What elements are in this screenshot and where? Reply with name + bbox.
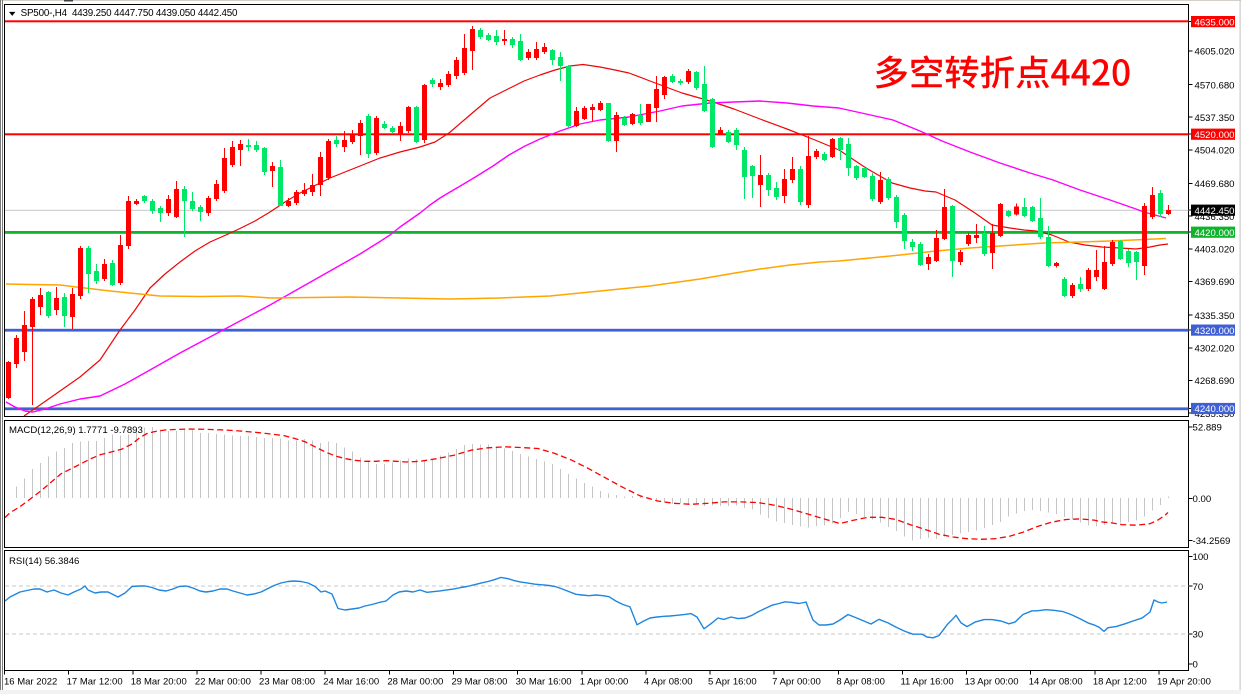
- svg-text:4469.680: 4469.680: [1195, 179, 1235, 190]
- svg-text:4320.000: 4320.000: [1195, 326, 1235, 337]
- svg-text:4605.020: 4605.020: [1195, 47, 1235, 58]
- svg-text:0.00: 0.00: [1193, 494, 1212, 505]
- svg-text:24 Mar 16:00: 24 Mar 16:00: [323, 677, 379, 688]
- svg-text:4302.020: 4302.020: [1195, 343, 1235, 354]
- svg-text:30 Mar 16:00: 30 Mar 16:00: [516, 677, 572, 688]
- svg-text:4504.020: 4504.020: [1195, 146, 1235, 157]
- svg-text:28 Mar 00:00: 28 Mar 00:00: [387, 677, 443, 688]
- svg-text:4520.000: 4520.000: [1195, 130, 1235, 141]
- svg-text:1 Apr 00:00: 1 Apr 00:00: [580, 677, 629, 688]
- svg-text:4 Apr 08:00: 4 Apr 08:00: [644, 677, 693, 688]
- svg-text:4268.690: 4268.690: [1195, 376, 1235, 387]
- svg-text:7 Apr 00:00: 7 Apr 00:00: [772, 677, 821, 688]
- svg-text:22 Mar 00:00: 22 Mar 00:00: [195, 677, 251, 688]
- svg-text:4537.350: 4537.350: [1195, 113, 1235, 124]
- svg-text:23 Mar 08:00: 23 Mar 08:00: [259, 677, 315, 688]
- svg-text:RSI(14) 56.3846: RSI(14) 56.3846: [9, 556, 79, 567]
- svg-text:29 Mar 08:00: 29 Mar 08:00: [451, 677, 507, 688]
- svg-text:4403.020: 4403.020: [1195, 245, 1235, 256]
- svg-text:30: 30: [1193, 630, 1204, 641]
- svg-text:70: 70: [1193, 582, 1204, 593]
- svg-text:4436.350: 4436.350: [1195, 212, 1235, 223]
- svg-text:SP500-,H4 4439.250 4447.750 4: SP500-,H4 4439.250 4447.750 4439.050 444…: [21, 8, 238, 19]
- svg-text:17 Mar 12:00: 17 Mar 12:00: [67, 677, 123, 688]
- svg-text:18 Mar 20:00: 18 Mar 20:00: [131, 677, 187, 688]
- svg-text:4369.690: 4369.690: [1195, 277, 1235, 288]
- svg-text:4335.350: 4335.350: [1195, 311, 1235, 322]
- svg-text:0: 0: [1193, 660, 1198, 671]
- svg-text:13 Apr 00:00: 13 Apr 00:00: [965, 677, 1019, 688]
- svg-text:16 Mar 2022: 16 Mar 2022: [4, 677, 57, 688]
- svg-text:4420.000: 4420.000: [1195, 228, 1235, 239]
- svg-text:52.889: 52.889: [1193, 423, 1222, 434]
- svg-text:4240.000: 4240.000: [1195, 404, 1235, 415]
- svg-text:4235.350: 4235.350: [1195, 409, 1235, 420]
- svg-text:18 Apr 12:00: 18 Apr 12:00: [1093, 677, 1147, 688]
- svg-text:11 Apr 16:00: 11 Apr 16:00: [900, 677, 953, 688]
- svg-text:5 Apr 16:00: 5 Apr 16:00: [708, 677, 757, 688]
- svg-text:4570.680: 4570.680: [1195, 80, 1235, 91]
- svg-text:19 Apr 20:00: 19 Apr 20:00: [1157, 677, 1211, 688]
- svg-text:8 Apr 08:00: 8 Apr 08:00: [836, 677, 885, 688]
- svg-text:MACD(12,26,9) 1.7771 -9.7893: MACD(12,26,9) 1.7771 -9.7893: [9, 425, 143, 436]
- svg-text:4442.450: 4442.450: [1195, 206, 1235, 217]
- svg-text:-34.2569: -34.2569: [1193, 536, 1231, 547]
- svg-text:14 Apr 08:00: 14 Apr 08:00: [1029, 677, 1083, 688]
- svg-text:4635.000: 4635.000: [1195, 17, 1235, 28]
- svg-text:100: 100: [1193, 552, 1209, 563]
